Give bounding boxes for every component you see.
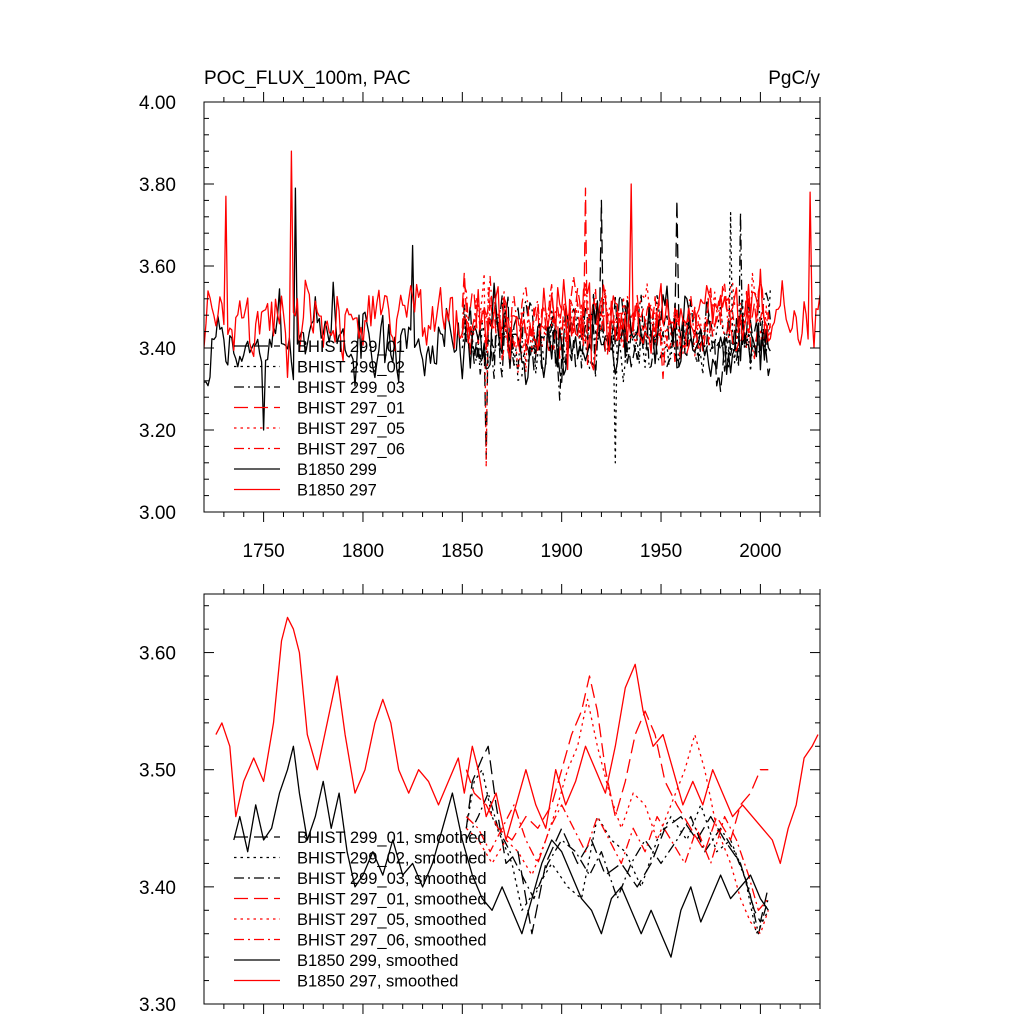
series-line-bottom-6 xyxy=(233,745,769,958)
series-line-bottom-2 xyxy=(465,792,769,935)
series-line-top-7 xyxy=(204,150,820,378)
units-label: PgC/y xyxy=(768,68,820,89)
top-axes: 1750 1800 1850 1900 1950 2000 3.00 3.20 3.40 3.60… xyxy=(139,92,821,562)
legend-label: BHIST 297_06, smoothed xyxy=(297,932,487,950)
legend-label: BHIST 299_02, smoothed xyxy=(297,850,487,868)
legend-label: BHIST 299_01, smoothed xyxy=(297,829,487,847)
x-tick-label: 2000 xyxy=(739,541,781,562)
series-line-bottom-3 xyxy=(465,675,769,853)
x-tick-label: 1950 xyxy=(640,541,682,562)
legend-label: BHIST 299_02 xyxy=(297,359,405,377)
top-panel: POC_FLUX_100m, PAC PgC/y 1750 1800 1850 190… xyxy=(139,68,821,562)
y-tick-label: 3.30 xyxy=(139,995,176,1016)
plot-frame xyxy=(203,101,821,513)
legend-label: BHIST 299_01 xyxy=(297,338,405,356)
y-tick-label: 3.60 xyxy=(139,257,176,278)
bottom-series-group xyxy=(215,616,819,958)
x-tick-label: 1800 xyxy=(342,541,384,562)
legend-label: BHIST 299_03 xyxy=(297,379,405,397)
x-tick-label: 1900 xyxy=(541,541,583,562)
series-line-bottom-5 xyxy=(465,804,769,911)
y-tick-label: 3.00 xyxy=(139,503,176,524)
y-tick-label: 3.50 xyxy=(139,761,176,782)
legend-label: B1850 297, smoothed xyxy=(297,973,458,991)
legend-label: BHIST 297_01, smoothed xyxy=(297,891,487,909)
chart-title: POC_FLUX_100m, PAC xyxy=(204,68,411,89)
x-tick-label: 1750 xyxy=(242,541,284,562)
bottom-axes: 3.30 3.40 3.50 3.60 xyxy=(139,584,821,1016)
y-tick-label: 3.20 xyxy=(139,421,176,442)
plot-frame xyxy=(203,593,821,1005)
top-legend: BHIST 299_01 BHIST 299_02 BHIST 299_03 BHIS… xyxy=(234,338,405,500)
legend-label: BHIST 297_01 xyxy=(297,400,405,418)
x-tick-label: 1850 xyxy=(441,541,483,562)
series-line-bottom-0 xyxy=(465,745,769,935)
legend-label: BHIST 297_06 xyxy=(297,441,405,459)
bottom-panel: 3.303.403.503.60 BHIST 299_01, smoothedB… xyxy=(139,584,821,1016)
y-tick-label: 3.40 xyxy=(139,339,176,360)
series-line-top-1 xyxy=(461,212,771,464)
series-line-bottom-7 xyxy=(215,616,819,865)
top-series-group xyxy=(204,150,820,468)
legend-label: B1850 299 xyxy=(297,461,377,479)
y-tick-label: 3.80 xyxy=(139,175,176,196)
series-line-top-5 xyxy=(461,275,771,360)
series-line-top-4 xyxy=(461,272,771,468)
legend-label: B1850 299, smoothed xyxy=(297,952,458,970)
legend-label: BHIST 299_03, smoothed xyxy=(297,870,487,888)
legend-label: BHIST 297_05 xyxy=(297,420,405,438)
y-tick-label: 3.40 xyxy=(139,878,176,899)
legend-label: BHIST 297_05, smoothed xyxy=(297,911,487,929)
legend-label: B1850 297 xyxy=(297,482,377,500)
y-tick-label: 3.60 xyxy=(139,644,176,665)
bottom-legend: BHIST 299_01, smoothed BHIST 299_02, smoo… xyxy=(234,829,487,991)
series-line-bottom-1 xyxy=(465,769,769,935)
y-tick-label: 4.00 xyxy=(139,93,176,114)
